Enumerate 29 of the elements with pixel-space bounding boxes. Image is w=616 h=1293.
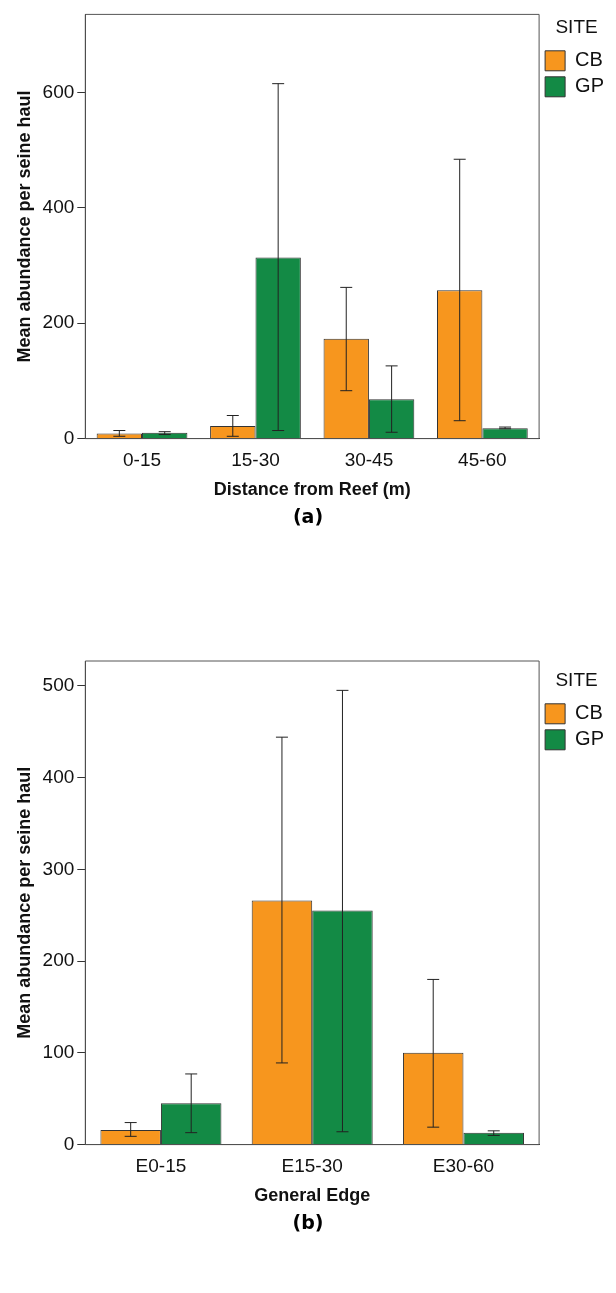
y-tick-label: 300 [42,857,75,879]
legend-title: SITE [555,668,598,690]
y-axis-title: Mean abundance per seine haul [13,766,34,1039]
y-tick-label: 100 [42,1041,75,1063]
legend-label: CB [575,701,603,724]
x-tick-label: E0-15 [135,1155,187,1177]
legend-label: GP [575,727,605,750]
y-tick-label: 0 [63,1132,75,1154]
y-tick-label: 500 [42,674,75,696]
legend-label: GP [575,74,605,97]
text: (a) [291,505,325,529]
y-axis-title: Mean abundance per seine haul [13,90,34,363]
y-tick-label: 0 [63,426,75,448]
text: (b) [291,1211,325,1235]
y-tick-label: 400 [42,195,75,217]
x-axis-title: General Edge [254,1185,371,1206]
x-tick-label: 15-30 [231,449,280,471]
x-tick-label: E15-30 [281,1155,343,1177]
x-axis-title: Distance from Reef (m) [213,479,411,500]
x-tick-label: E30-60 [432,1155,495,1177]
y-tick-label: 600 [42,80,75,102]
x-tick-label: 45-60 [458,449,507,471]
x-tick-label: 30-45 [344,449,394,471]
legend-title: SITE [555,15,598,37]
y-tick-label: 200 [42,311,75,333]
x-tick-label: 0-15 [123,449,162,471]
y-tick-label: 400 [42,765,75,787]
y-tick-label: 200 [42,949,75,971]
legend-label: CB [575,48,603,71]
